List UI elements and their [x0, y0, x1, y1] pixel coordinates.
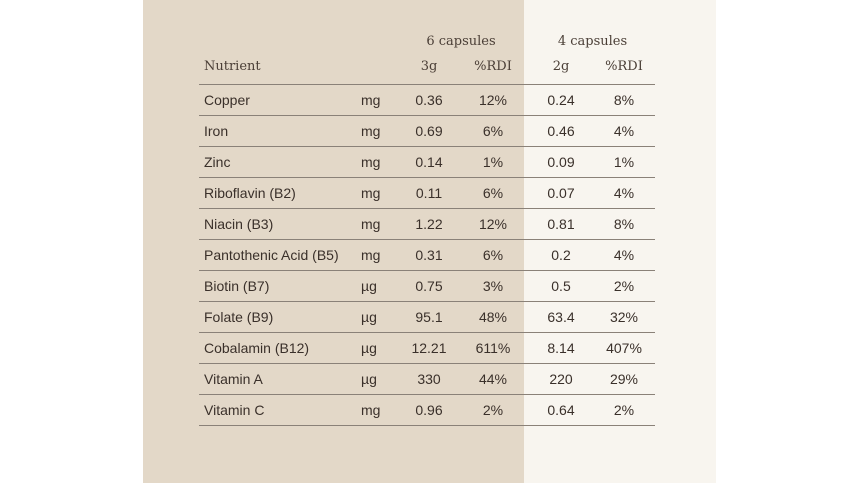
- nutrient-unit: mg: [361, 185, 381, 201]
- six-capsule-rdi: 48%: [478, 309, 508, 325]
- nutrient-name: Iron: [204, 123, 229, 139]
- table-row: Vitamin A µg 330 44% 220 29%: [199, 364, 655, 395]
- four-capsule-rdi: 2%: [613, 278, 635, 294]
- four-capsule-amount: 220: [549, 371, 573, 387]
- six-capsule-amount: 12.21: [411, 340, 447, 356]
- table-row: Cobalamin (B12) µg 12.21 611% 8.14 407%: [199, 333, 655, 364]
- table-row: Zinc mg 0.14 1% 0.09 1%: [199, 147, 655, 178]
- six-capsule-rdi: 6%: [482, 123, 504, 139]
- nutrient-unit: µg: [361, 309, 377, 325]
- four-capsule-amount: 0.81: [547, 216, 575, 232]
- six-capsule-rdi: 2%: [482, 402, 504, 418]
- nutrient-name: Vitamin C: [204, 402, 265, 418]
- six-capsule-amount: 0.69: [415, 123, 443, 139]
- four-capsule-rdi: 4%: [613, 185, 635, 201]
- table-row: Riboflavin (B2) mg 0.11 6% 0.07 4%: [199, 178, 655, 209]
- six-capsule-amount: 0.14: [415, 154, 443, 170]
- six-capsule-rdi: 6%: [482, 247, 504, 263]
- nutrient-name: Vitamin A: [204, 371, 263, 387]
- four-capsule-rdi: 2%: [613, 402, 635, 418]
- six-capsule-amount: 95.1: [415, 309, 443, 325]
- column-header-four-amount: 2g: [552, 59, 570, 74]
- nutrient-name: Niacin (B3): [204, 216, 274, 232]
- header-divider: [199, 84, 655, 85]
- four-capsule-rdi: 1%: [613, 154, 635, 170]
- table-row: Folate (B9) µg 95.1 48% 63.4 32%: [199, 302, 655, 333]
- six-capsule-amount: 330: [417, 371, 441, 387]
- four-capsule-amount: 0.09: [547, 154, 575, 170]
- six-capsule-rdi: 6%: [482, 185, 504, 201]
- group-header-four-capsules: 4 capsules: [557, 34, 628, 49]
- four-capsule-rdi: 8%: [613, 216, 635, 232]
- four-capsule-amount: 0.07: [547, 185, 575, 201]
- four-capsule-rdi: 32%: [609, 309, 639, 325]
- four-capsule-amount: 0.5: [551, 278, 571, 294]
- six-capsule-amount: 0.75: [415, 278, 443, 294]
- six-capsule-rdi: 44%: [478, 371, 508, 387]
- six-capsule-amount: 0.11: [415, 185, 443, 201]
- nutrient-name: Pantothenic Acid (B5): [204, 247, 339, 263]
- four-capsule-amount: 0.24: [547, 92, 575, 108]
- nutrient-name: Zinc: [204, 154, 231, 170]
- nutrient-name: Folate (B9): [204, 309, 274, 325]
- table-row: Copper mg 0.36 12% 0.24 8%: [199, 85, 655, 116]
- table-row: Iron mg 0.69 6% 0.46 4%: [199, 116, 655, 147]
- six-capsule-rdi: 1%: [482, 154, 504, 170]
- six-capsule-rdi: 3%: [482, 278, 504, 294]
- four-capsule-rdi: 29%: [609, 371, 639, 387]
- four-capsule-rdi: 8%: [613, 92, 635, 108]
- nutrient-unit: µg: [361, 371, 377, 387]
- four-capsule-rdi: 4%: [613, 247, 635, 263]
- four-capsule-rdi: 407%: [606, 340, 642, 356]
- table-body: Copper mg 0.36 12% 0.24 8% Iron mg 0.69 …: [199, 85, 655, 426]
- four-capsule-amount: 63.4: [547, 309, 575, 325]
- table-row: Biotin (B7) µg 0.75 3% 0.5 2%: [199, 271, 655, 302]
- nutrient-unit: µg: [361, 340, 377, 356]
- table-row: Vitamin C mg 0.96 2% 0.64 2%: [199, 395, 655, 426]
- six-capsule-amount: 0.36: [415, 92, 443, 108]
- four-capsule-amount: 8.14: [547, 340, 575, 356]
- column-header-four-rdi: %RDI: [605, 59, 643, 74]
- four-capsule-rdi: 4%: [613, 123, 635, 139]
- nutrient-unit: mg: [361, 402, 381, 418]
- nutrient-name: Biotin (B7): [204, 278, 270, 294]
- six-capsule-rdi: 12%: [478, 92, 508, 108]
- four-capsule-amount: 0.46: [547, 123, 575, 139]
- six-capsule-rdi: 611%: [475, 340, 511, 356]
- nutrient-name: Riboflavin (B2): [204, 185, 296, 201]
- column-header-six-rdi: %RDI: [474, 59, 512, 74]
- nutrient-unit: mg: [361, 216, 381, 232]
- nutrient-name: Copper: [204, 92, 250, 108]
- nutrient-unit: mg: [361, 247, 381, 263]
- column-header-six-amount: 3g: [420, 59, 438, 74]
- four-capsule-amount: 0.2: [551, 247, 571, 263]
- table-row: Pantothenic Acid (B5) mg 0.31 6% 0.2 4%: [199, 240, 655, 271]
- nutrient-unit: mg: [361, 154, 381, 170]
- column-header-nutrient: Nutrient: [204, 59, 261, 74]
- four-capsule-amount: 0.64: [547, 402, 575, 418]
- six-capsule-amount: 1.22: [415, 216, 443, 232]
- four-capsule-panel: [524, 0, 716, 483]
- nutrient-unit: mg: [361, 123, 381, 139]
- six-capsule-rdi: 12%: [478, 216, 508, 232]
- six-capsule-amount: 0.31: [415, 247, 443, 263]
- table-row: Niacin (B3) mg 1.22 12% 0.81 8%: [199, 209, 655, 240]
- six-capsule-amount: 0.96: [415, 402, 443, 418]
- nutrient-unit: mg: [361, 92, 381, 108]
- nutrient-name: Cobalamin (B12): [204, 340, 310, 356]
- six-capsule-panel: [143, 0, 524, 483]
- group-header-six-capsules: 6 capsules: [426, 34, 496, 49]
- nutrient-unit: µg: [361, 278, 377, 294]
